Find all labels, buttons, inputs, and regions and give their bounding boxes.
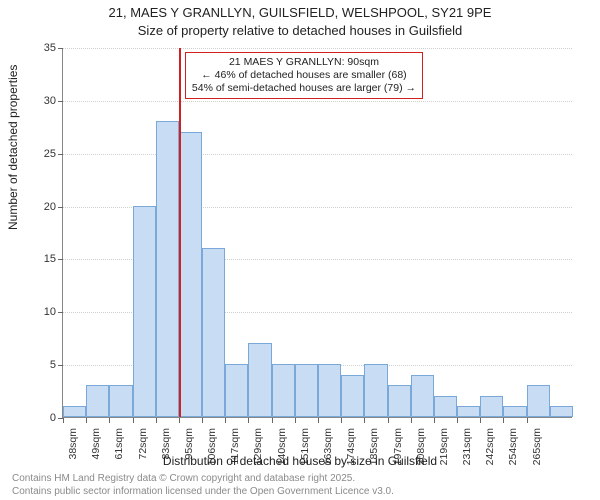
histogram-bar: [480, 396, 503, 417]
histogram-bar: [457, 406, 480, 417]
x-tick-label: 61sqm: [113, 428, 125, 478]
histogram-bar: [248, 343, 271, 417]
annotation-box: 21 MAES Y GRANLLYN: 90sqm← 46% of detach…: [185, 52, 423, 99]
x-tick-label: 151sqm: [299, 428, 311, 478]
annotation-line: ← 46% of detached houses are smaller (68…: [192, 69, 416, 82]
x-tick-label: 72sqm: [137, 428, 149, 478]
y-tick: [58, 207, 63, 208]
histogram-bar: [434, 396, 457, 417]
histogram-bar: [156, 121, 179, 417]
x-tick-label: 242sqm: [484, 428, 496, 478]
x-tick: [248, 418, 249, 423]
x-tick: [109, 418, 110, 423]
histogram-bar: [179, 132, 202, 417]
y-tick-label: 35: [26, 42, 56, 54]
x-tick: [272, 418, 273, 423]
x-tick: [202, 418, 203, 423]
histogram-bar: [550, 406, 573, 417]
histogram-bar: [388, 385, 411, 417]
y-tick: [58, 259, 63, 260]
y-tick-label: 5: [26, 359, 56, 371]
y-tick-label: 0: [26, 412, 56, 424]
histogram-bar: [86, 385, 109, 417]
x-tick: [156, 418, 157, 423]
x-tick-label: 197sqm: [392, 428, 404, 478]
y-tick-label: 20: [26, 201, 56, 213]
x-tick-label: 49sqm: [90, 428, 102, 478]
x-tick-label: 38sqm: [67, 428, 79, 478]
y-tick: [58, 101, 63, 102]
attribution-footer: Contains HM Land Registry data © Crown c…: [12, 473, 394, 498]
chart-area: 0510152025303538sqm49sqm61sqm72sqm83sqm9…: [62, 48, 572, 418]
x-tick-label: 106sqm: [206, 428, 218, 478]
histogram-bar: [411, 375, 434, 417]
property-marker-line: [179, 48, 181, 417]
x-tick: [388, 418, 389, 423]
y-tick-label: 15: [26, 253, 56, 265]
x-tick-label: 219sqm: [438, 428, 450, 478]
x-tick: [63, 418, 64, 423]
x-tick: [503, 418, 504, 423]
x-tick-label: 185sqm: [368, 428, 380, 478]
x-tick: [86, 418, 87, 423]
x-tick: [457, 418, 458, 423]
x-tick: [434, 418, 435, 423]
y-tick: [58, 48, 63, 49]
title-line-1: 21, MAES Y GRANLLYN, GUILSFIELD, WELSHPO…: [0, 4, 600, 22]
x-tick-label: 83sqm: [160, 428, 172, 478]
x-tick: [295, 418, 296, 423]
x-tick-label: 174sqm: [345, 428, 357, 478]
x-tick: [318, 418, 319, 423]
x-tick: [341, 418, 342, 423]
y-tick-label: 25: [26, 148, 56, 160]
x-tick-label: 129sqm: [252, 428, 264, 478]
x-tick-label: 254sqm: [507, 428, 519, 478]
y-tick-label: 10: [26, 306, 56, 318]
y-tick: [58, 154, 63, 155]
y-axis-label: Number of detached properties: [6, 65, 20, 230]
chart-title: 21, MAES Y GRANLLYN, GUILSFIELD, WELSHPO…: [0, 0, 600, 39]
x-tick-label: 117sqm: [229, 428, 241, 478]
x-tick: [411, 418, 412, 423]
annotation-line: 54% of semi-detached houses are larger (…: [192, 82, 416, 95]
histogram-bar: [272, 364, 295, 417]
histogram-bar: [503, 406, 526, 417]
histogram-bar: [202, 248, 225, 417]
histogram-bar: [527, 385, 550, 417]
x-tick-label: 95sqm: [183, 428, 195, 478]
x-axis-label: Distribution of detached houses by size …: [0, 454, 600, 468]
gridline: [63, 48, 572, 49]
gridline: [63, 101, 572, 102]
x-tick-label: 140sqm: [276, 428, 288, 478]
x-tick-label: 231sqm: [461, 428, 473, 478]
histogram-bar: [295, 364, 318, 417]
histogram-bar: [318, 364, 341, 417]
histogram-bar: [341, 375, 364, 417]
annotation-line: 21 MAES Y GRANLLYN: 90sqm: [192, 56, 416, 69]
x-tick: [133, 418, 134, 423]
histogram-bar: [63, 406, 86, 417]
footer-line-1: Contains HM Land Registry data © Crown c…: [12, 473, 394, 486]
x-tick: [225, 418, 226, 423]
x-tick: [480, 418, 481, 423]
x-tick-label: 265sqm: [531, 428, 543, 478]
y-tick: [58, 312, 63, 313]
gridline: [63, 154, 572, 155]
footer-line-2: Contains public sector information licen…: [12, 486, 394, 499]
y-tick-label: 30: [26, 95, 56, 107]
x-tick-label: 163sqm: [322, 428, 334, 478]
x-tick: [527, 418, 528, 423]
histogram-bar: [133, 206, 156, 417]
histogram-bar: [109, 385, 132, 417]
histogram-bar: [364, 364, 387, 417]
histogram-bar: [225, 364, 248, 417]
y-tick: [58, 365, 63, 366]
x-tick: [364, 418, 365, 423]
x-tick: [179, 418, 180, 423]
plot-region: 0510152025303538sqm49sqm61sqm72sqm83sqm9…: [62, 48, 572, 418]
title-line-2: Size of property relative to detached ho…: [0, 22, 600, 40]
x-tick-label: 208sqm: [415, 428, 427, 478]
